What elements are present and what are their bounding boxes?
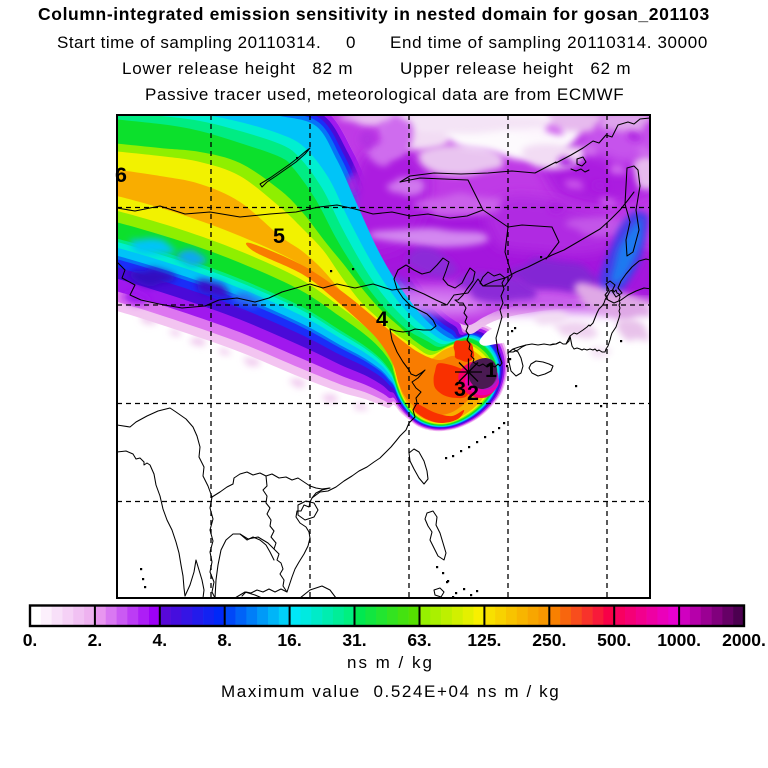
svg-text:0.: 0. <box>23 630 38 650</box>
svg-text:31.: 31. <box>342 630 366 650</box>
svg-text:16.: 16. <box>277 630 301 650</box>
svg-text:2.: 2. <box>88 630 103 650</box>
svg-text:125.: 125. <box>467 630 501 650</box>
svg-text:1000.: 1000. <box>657 630 701 650</box>
svg-text:8.: 8. <box>217 630 232 650</box>
svg-text:250.: 250. <box>532 630 566 650</box>
svg-text:4.: 4. <box>152 630 167 650</box>
svg-text:2: 2 <box>467 381 479 405</box>
svg-text:63.: 63. <box>407 630 431 650</box>
svg-text:500.: 500. <box>597 630 631 650</box>
svg-text:3: 3 <box>454 377 466 401</box>
svg-text:4: 4 <box>376 307 388 331</box>
svg-text:2000.: 2000. <box>722 630 766 650</box>
svg-text:1: 1 <box>485 358 497 382</box>
svg-text:5: 5 <box>273 224 285 248</box>
